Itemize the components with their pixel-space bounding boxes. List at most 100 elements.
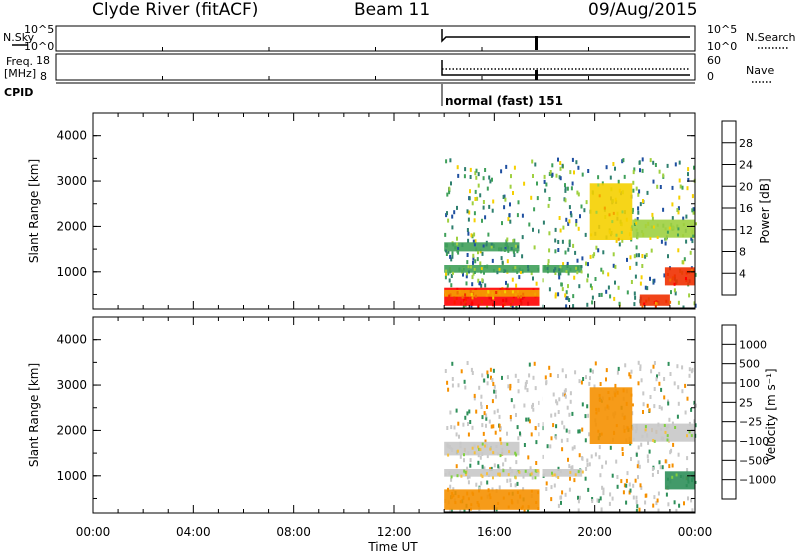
colorbar-tick-label: 20	[739, 180, 753, 193]
echo-cell	[503, 302, 506, 306]
echo-cell	[492, 476, 494, 480]
scatter-cell	[677, 210, 680, 215]
scatter-cell	[493, 463, 496, 468]
scatter-cell	[495, 394, 497, 399]
echo-cell	[600, 432, 603, 436]
scatter-cell	[633, 291, 636, 296]
scatter-cell	[602, 270, 605, 275]
scatter-cell	[605, 289, 608, 294]
scatter-cell	[467, 432, 470, 437]
echo-cell	[597, 183, 600, 187]
scatter-cell	[635, 253, 638, 258]
echo-cell	[467, 497, 470, 501]
scatter-cell	[630, 280, 633, 284]
scatter-cell	[658, 405, 661, 409]
echo-cell	[477, 445, 480, 449]
scatter-cell	[592, 369, 594, 374]
scatter-cell	[560, 438, 563, 443]
data-gap	[539, 113, 543, 309]
scatter-cell	[534, 162, 537, 167]
scatter-cell	[664, 241, 667, 246]
scatter-cell	[464, 385, 467, 390]
scatter-cell	[654, 163, 657, 167]
scatter-cell	[557, 157, 559, 162]
scatter-cell	[692, 210, 695, 215]
scatter-cell	[541, 454, 544, 459]
scatter-cell	[631, 207, 634, 212]
echo-cell	[498, 291, 501, 295]
scatter-cell	[612, 263, 615, 268]
scatter-cell	[473, 232, 476, 237]
scatter-cell	[544, 375, 547, 380]
echo-cell	[449, 270, 452, 274]
nsky-gap-marker	[535, 36, 538, 50]
echo-cell	[451, 491, 454, 495]
scatter-cell	[601, 485, 604, 490]
time-x-axis: 00:00 04:00 08:00 12:00 16:00 20:00 00:00	[76, 525, 713, 539]
scatter-cell	[587, 273, 589, 278]
scatter-cell	[638, 464, 641, 469]
scatter-cell	[543, 174, 546, 179]
scatter-cell	[598, 293, 601, 297]
scatter-cell	[576, 190, 579, 195]
scatter-cell	[587, 413, 590, 418]
scatter-cell	[457, 383, 460, 388]
echo-cell	[484, 444, 486, 448]
x-tick-label: 16:00	[477, 525, 512, 539]
scatter-cell	[492, 424, 495, 429]
echo-cell	[519, 271, 522, 274]
scatter-cell	[477, 172, 480, 177]
colorbar-tick-label: 500	[739, 358, 760, 371]
echo-cell	[685, 484, 688, 488]
echo-cell	[646, 434, 649, 438]
scatter-cell	[522, 487, 525, 492]
scatter-cell	[535, 281, 538, 286]
scatter-cell	[644, 285, 647, 290]
nsky-label: N.Sky	[3, 31, 35, 44]
echo-cell	[537, 507, 540, 510]
scatter-cell	[509, 466, 512, 471]
echo-cell	[445, 269, 448, 273]
scatter-cell	[635, 186, 638, 191]
scatter-cell	[660, 239, 663, 244]
echo-cell	[491, 293, 494, 297]
scatter-cell	[531, 475, 534, 480]
scatter-cell	[518, 275, 521, 280]
scatter-cell	[634, 295, 637, 300]
scatter-cell	[611, 496, 614, 501]
scatter-cell	[453, 425, 456, 430]
echo-cell	[580, 270, 583, 274]
scatter-cell	[472, 256, 475, 261]
colorbar-tick-label: −500	[739, 454, 769, 467]
echo-cell	[510, 247, 513, 250]
scatter-cell	[506, 431, 508, 436]
scatter-cell	[636, 464, 639, 469]
echo-cell	[452, 243, 455, 247]
echo-cell	[498, 472, 501, 476]
scatter-cell	[480, 481, 483, 486]
echo-cell	[598, 398, 601, 402]
scatter-cell	[469, 167, 472, 172]
scatter-cell	[493, 389, 496, 394]
scatter-cell	[450, 274, 453, 278]
echo-cell	[452, 271, 454, 275]
echo-cell	[569, 267, 572, 271]
scatter-cell	[567, 284, 569, 289]
scatter-cell	[658, 460, 661, 465]
echo-cell	[527, 471, 530, 475]
echo-cell	[554, 272, 557, 275]
scatter-cell	[566, 261, 569, 266]
echo-cell	[635, 228, 638, 232]
scatter-cell	[472, 253, 475, 258]
scatter-cell	[561, 287, 564, 292]
scatter-cell	[569, 476, 571, 481]
scatter-cell	[549, 170, 552, 174]
echo-cell	[644, 428, 647, 432]
velocity-data-layer	[444, 317, 697, 514]
scatter-cell	[621, 238, 624, 243]
scatter-cell	[557, 248, 560, 252]
power-data-layer	[444, 113, 697, 310]
echo-cell	[483, 271, 485, 275]
scatter-cell	[482, 176, 485, 181]
scatter-cell	[635, 261, 638, 266]
